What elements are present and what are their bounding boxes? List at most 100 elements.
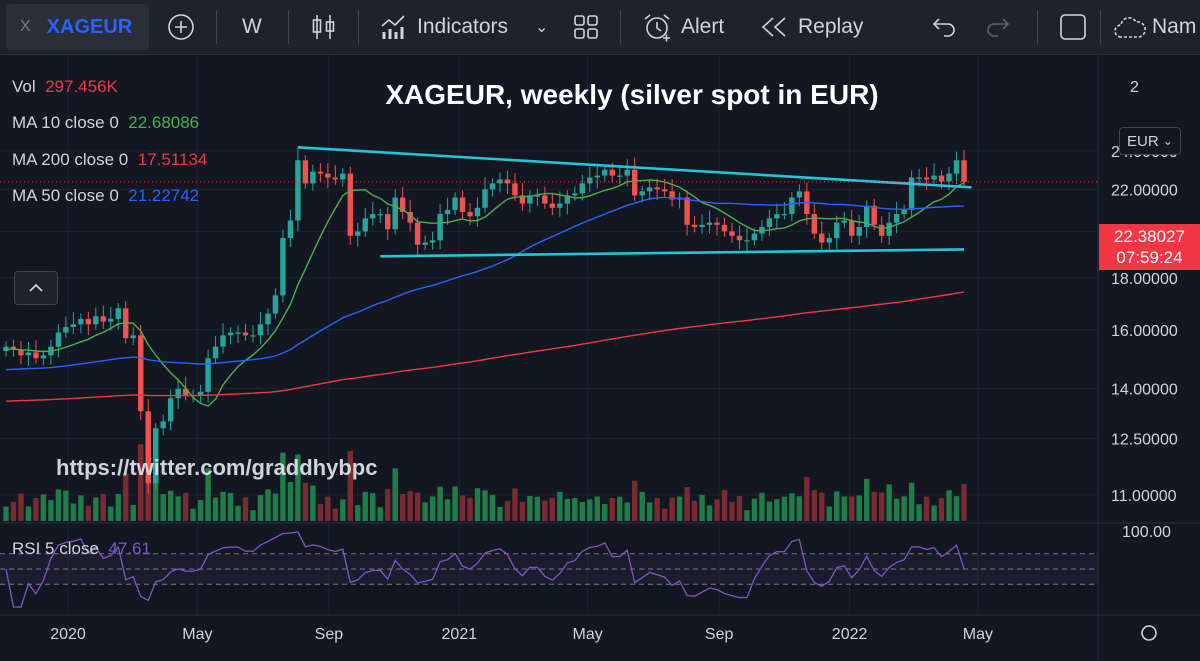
volume-bar [729, 502, 735, 521]
candle-body [40, 355, 47, 359]
chart-canvas[interactable]: 224.0000022.0000020.0000018.0000016.0000… [0, 55, 1200, 661]
chart-area[interactable]: 224.0000022.0000020.0000018.0000016.0000… [0, 55, 1200, 661]
volume-bar [18, 493, 24, 521]
volume-bar [265, 489, 271, 521]
save-layout-button[interactable]: Nam [1112, 0, 1196, 54]
chart-type-button[interactable] [311, 0, 337, 54]
last-price-value: 22.38027 [1114, 227, 1185, 246]
legend-ma50[interactable]: MA 50 close 0 21.22742 [12, 186, 199, 206]
candle-body [856, 227, 862, 236]
grid-icon [574, 15, 598, 39]
volume-bar [691, 500, 698, 521]
undo-button[interactable] [930, 0, 958, 54]
candle-body [931, 175, 937, 180]
volume-bar [916, 504, 922, 521]
candle-body [145, 411, 151, 484]
interval-button[interactable]: W [242, 0, 262, 54]
legend-vol[interactable]: Vol 297.456K [12, 77, 118, 97]
volume-bar [78, 495, 84, 521]
currency-selector[interactable]: EUR ⌄ [1119, 127, 1181, 155]
symbol-name: XAGEUR [46, 15, 133, 38]
legend-ma200-value: 17.51134 [137, 150, 208, 169]
legend-ma50-value: 21.22742 [128, 186, 200, 205]
candle-body [497, 179, 503, 184]
candle-body [699, 224, 705, 228]
candle-body [220, 335, 226, 347]
time-axis-label: May [573, 626, 603, 643]
candle-body [736, 235, 743, 241]
volume-bar [759, 492, 765, 521]
volume-bar [399, 494, 406, 521]
volume-bar [182, 493, 189, 521]
candle-body [819, 233, 825, 243]
symbol-search-button[interactable]: X XAGEUR [6, 4, 149, 50]
volume-bar [272, 493, 279, 521]
candle-body [639, 191, 645, 196]
volume-bar [347, 450, 353, 521]
volume-bar [527, 495, 533, 521]
alert-button[interactable]: Alert [641, 0, 724, 54]
legend-ma200[interactable]: MA 200 close 0 17.51134 [12, 150, 207, 170]
candle-body [751, 233, 758, 241]
candle-body [250, 335, 256, 337]
settings-gear-icon[interactable] [1141, 625, 1157, 641]
price-axis-label: 2 [1130, 79, 1139, 96]
volume-bar [362, 491, 368, 521]
fullscreen-button[interactable] [1059, 0, 1087, 54]
volume-bar [25, 506, 32, 521]
chart-title: XAGEUR, weekly (silver spot in EUR) [385, 79, 878, 110]
volume-bar [564, 498, 571, 521]
candle-body [557, 203, 563, 208]
bar-countdown: 07:59:24 [1116, 248, 1183, 267]
volume-bar [841, 496, 847, 521]
candle-body [459, 197, 466, 212]
ma200-line [5, 291, 965, 402]
candle-body [542, 195, 548, 204]
volume-bar [115, 493, 121, 521]
candle-body [946, 173, 952, 182]
volume-bar [474, 488, 481, 521]
candle-body [534, 195, 541, 197]
volume-bar [422, 502, 428, 521]
candle-body [871, 205, 877, 225]
replay-label: Replay [798, 15, 864, 38]
candle-body [235, 332, 241, 334]
candle-body [669, 191, 675, 200]
indicators-button[interactable]: Indicators [379, 0, 508, 54]
candle-body [579, 183, 585, 194]
volume-bar [497, 506, 503, 521]
candle-body [878, 224, 885, 236]
candle-body [519, 195, 526, 204]
candle-body [407, 211, 413, 223]
layout-button[interactable] [573, 0, 599, 54]
volume-bar [721, 489, 728, 521]
volume-bar [190, 508, 196, 521]
collapse-legend-button[interactable] [14, 271, 58, 305]
price-axis-label: 14.00000 [1111, 382, 1178, 399]
rsi-line [5, 531, 965, 608]
legend-ma10[interactable]: MA 10 close 0 22.68086 [12, 113, 199, 133]
volume-bar [602, 503, 608, 521]
candle-body [953, 160, 960, 174]
redo-button[interactable] [984, 0, 1012, 54]
price-axis-label: 22.00000 [1111, 182, 1178, 199]
volume-bar [519, 502, 526, 521]
volume-bar [459, 495, 466, 521]
close-symbol-icon[interactable]: X [20, 18, 31, 35]
candle-body [347, 173, 353, 236]
volume-bar [774, 499, 780, 521]
time-axis-label: May [182, 626, 212, 643]
candle-body [33, 352, 39, 359]
rsi-axis-label: 100.00 [1122, 524, 1171, 541]
volume-bar [901, 496, 907, 521]
volume-bar [766, 501, 773, 521]
candle-body [504, 179, 511, 184]
legend-rsi[interactable]: RSI 5 close 47.61 [12, 539, 151, 559]
toolbar-divider [620, 10, 621, 44]
plus-circle-icon [168, 14, 194, 40]
volume-bar [452, 486, 458, 521]
add-symbol-button[interactable] [166, 0, 196, 54]
indicators-dropdown[interactable]: ⌄ [535, 0, 548, 54]
replay-button[interactable]: Replay [760, 0, 863, 54]
legend-ma10-label: MA 10 close 0 [12, 113, 119, 132]
